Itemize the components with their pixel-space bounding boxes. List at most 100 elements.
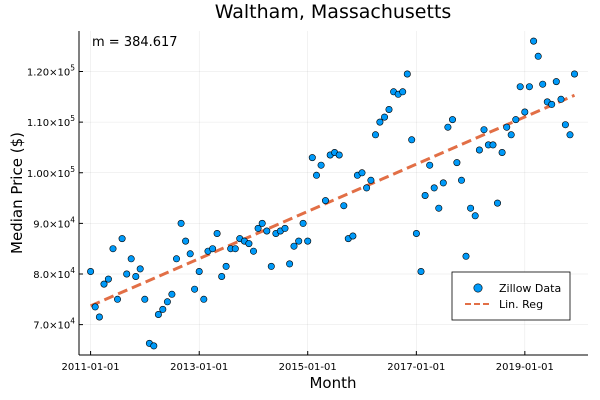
data-point: [286, 260, 294, 268]
data-point: [512, 116, 520, 124]
data-point: [177, 219, 185, 227]
x-tick-label: 2019-01-01: [496, 362, 554, 373]
data-point: [132, 272, 140, 280]
data-point: [566, 131, 574, 139]
data-point: [376, 118, 384, 126]
plot-area: [78, 31, 588, 356]
x-tick-label: 2015-01-01: [279, 362, 337, 373]
data-point: [399, 88, 407, 96]
data-point: [367, 176, 375, 184]
data-point: [539, 80, 547, 88]
data-point: [312, 171, 320, 179]
y-tick-label: 1.00×105: [27, 165, 75, 180]
regression-series: [90, 93, 576, 308]
data-point: [87, 267, 95, 275]
data-point: [136, 265, 144, 273]
data-point: [95, 313, 103, 321]
data-point: [380, 113, 388, 121]
data-point: [408, 136, 416, 144]
data-point: [507, 131, 515, 139]
data-point: [557, 95, 565, 103]
data-point: [403, 70, 411, 78]
data-point: [218, 272, 226, 280]
data-point: [561, 121, 569, 129]
data-point: [435, 204, 443, 212]
data-point: [168, 290, 176, 298]
data-point: [200, 295, 208, 303]
y-tick-label: 9.0×104: [33, 215, 75, 230]
data-point: [363, 184, 371, 192]
x-tick-label: 2013-01-01: [170, 362, 228, 373]
y-axis-ticks: 7.0×104 8.0×104 9.0×104 1.00×105 1.10×105 1.2…: [27, 64, 83, 332]
data-point: [245, 240, 253, 248]
data-point: [295, 237, 303, 245]
y-tick-label: 7.0×104: [33, 317, 75, 332]
data-point: [498, 149, 506, 157]
data-point: [118, 235, 126, 243]
data-point: [258, 219, 266, 227]
data-point: [254, 224, 262, 232]
data-point: [453, 159, 461, 167]
data-point: [213, 230, 221, 238]
legend-label-regression: Lin. Reg: [499, 298, 543, 311]
data-point: [267, 262, 275, 270]
data-point: [371, 131, 379, 139]
data-point: [521, 108, 529, 116]
data-point: [222, 262, 230, 270]
data-point: [489, 141, 497, 149]
data-point: [109, 245, 117, 253]
y-tick-label: 1.20×105: [27, 64, 75, 79]
data-point: [150, 342, 158, 350]
data-point: [340, 202, 348, 210]
data-point: [209, 245, 217, 253]
data-point: [525, 83, 533, 91]
data-point: [123, 270, 131, 278]
data-point: [290, 242, 298, 250]
x-tick-label: 2017-01-01: [387, 362, 445, 373]
data-point: [358, 169, 366, 177]
data-point: [191, 285, 199, 293]
data-point: [195, 267, 203, 275]
slope-annotation: m = 384.617: [92, 35, 178, 50]
y-tick-label: 8.0×104: [33, 266, 75, 281]
scatter-series: [87, 37, 578, 350]
data-point: [516, 83, 524, 91]
data-point: [163, 298, 171, 306]
data-point: [430, 184, 438, 192]
data-point: [530, 37, 538, 45]
data-point: [250, 247, 258, 255]
data-point: [457, 176, 465, 184]
regression-line: [90, 93, 576, 308]
data-point: [471, 212, 479, 220]
data-point: [127, 255, 135, 263]
data-point: [417, 267, 425, 275]
legend: Zillow Data Lin. Reg: [451, 271, 571, 321]
data-point: [173, 255, 181, 263]
data-point: [299, 219, 307, 227]
data-point: [141, 295, 149, 303]
data-point: [335, 151, 343, 159]
y-axis-title: Median Price ($): [8, 132, 26, 254]
legend-marker-zillow: [473, 283, 483, 293]
data-point: [321, 197, 329, 205]
data-point: [467, 204, 475, 212]
data-point: [385, 106, 393, 114]
data-point: [231, 245, 239, 253]
x-axis-title: Month: [309, 374, 356, 392]
data-point: [91, 303, 99, 311]
data-point: [475, 146, 483, 154]
data-point: [114, 295, 122, 303]
x-axis-ticks: 2011-01-01 2013-01-01 2015-01-01 2017-01-01…: [62, 351, 554, 373]
data-point: [263, 227, 271, 235]
data-point: [159, 305, 167, 313]
legend-label-zillow: Zillow Data: [499, 282, 561, 295]
data-point: [412, 230, 420, 238]
data-point: [552, 78, 560, 86]
data-point: [570, 70, 578, 78]
data-point: [493, 199, 501, 207]
data-point: [448, 116, 456, 124]
data-point: [186, 250, 194, 258]
data-point: [534, 52, 542, 60]
